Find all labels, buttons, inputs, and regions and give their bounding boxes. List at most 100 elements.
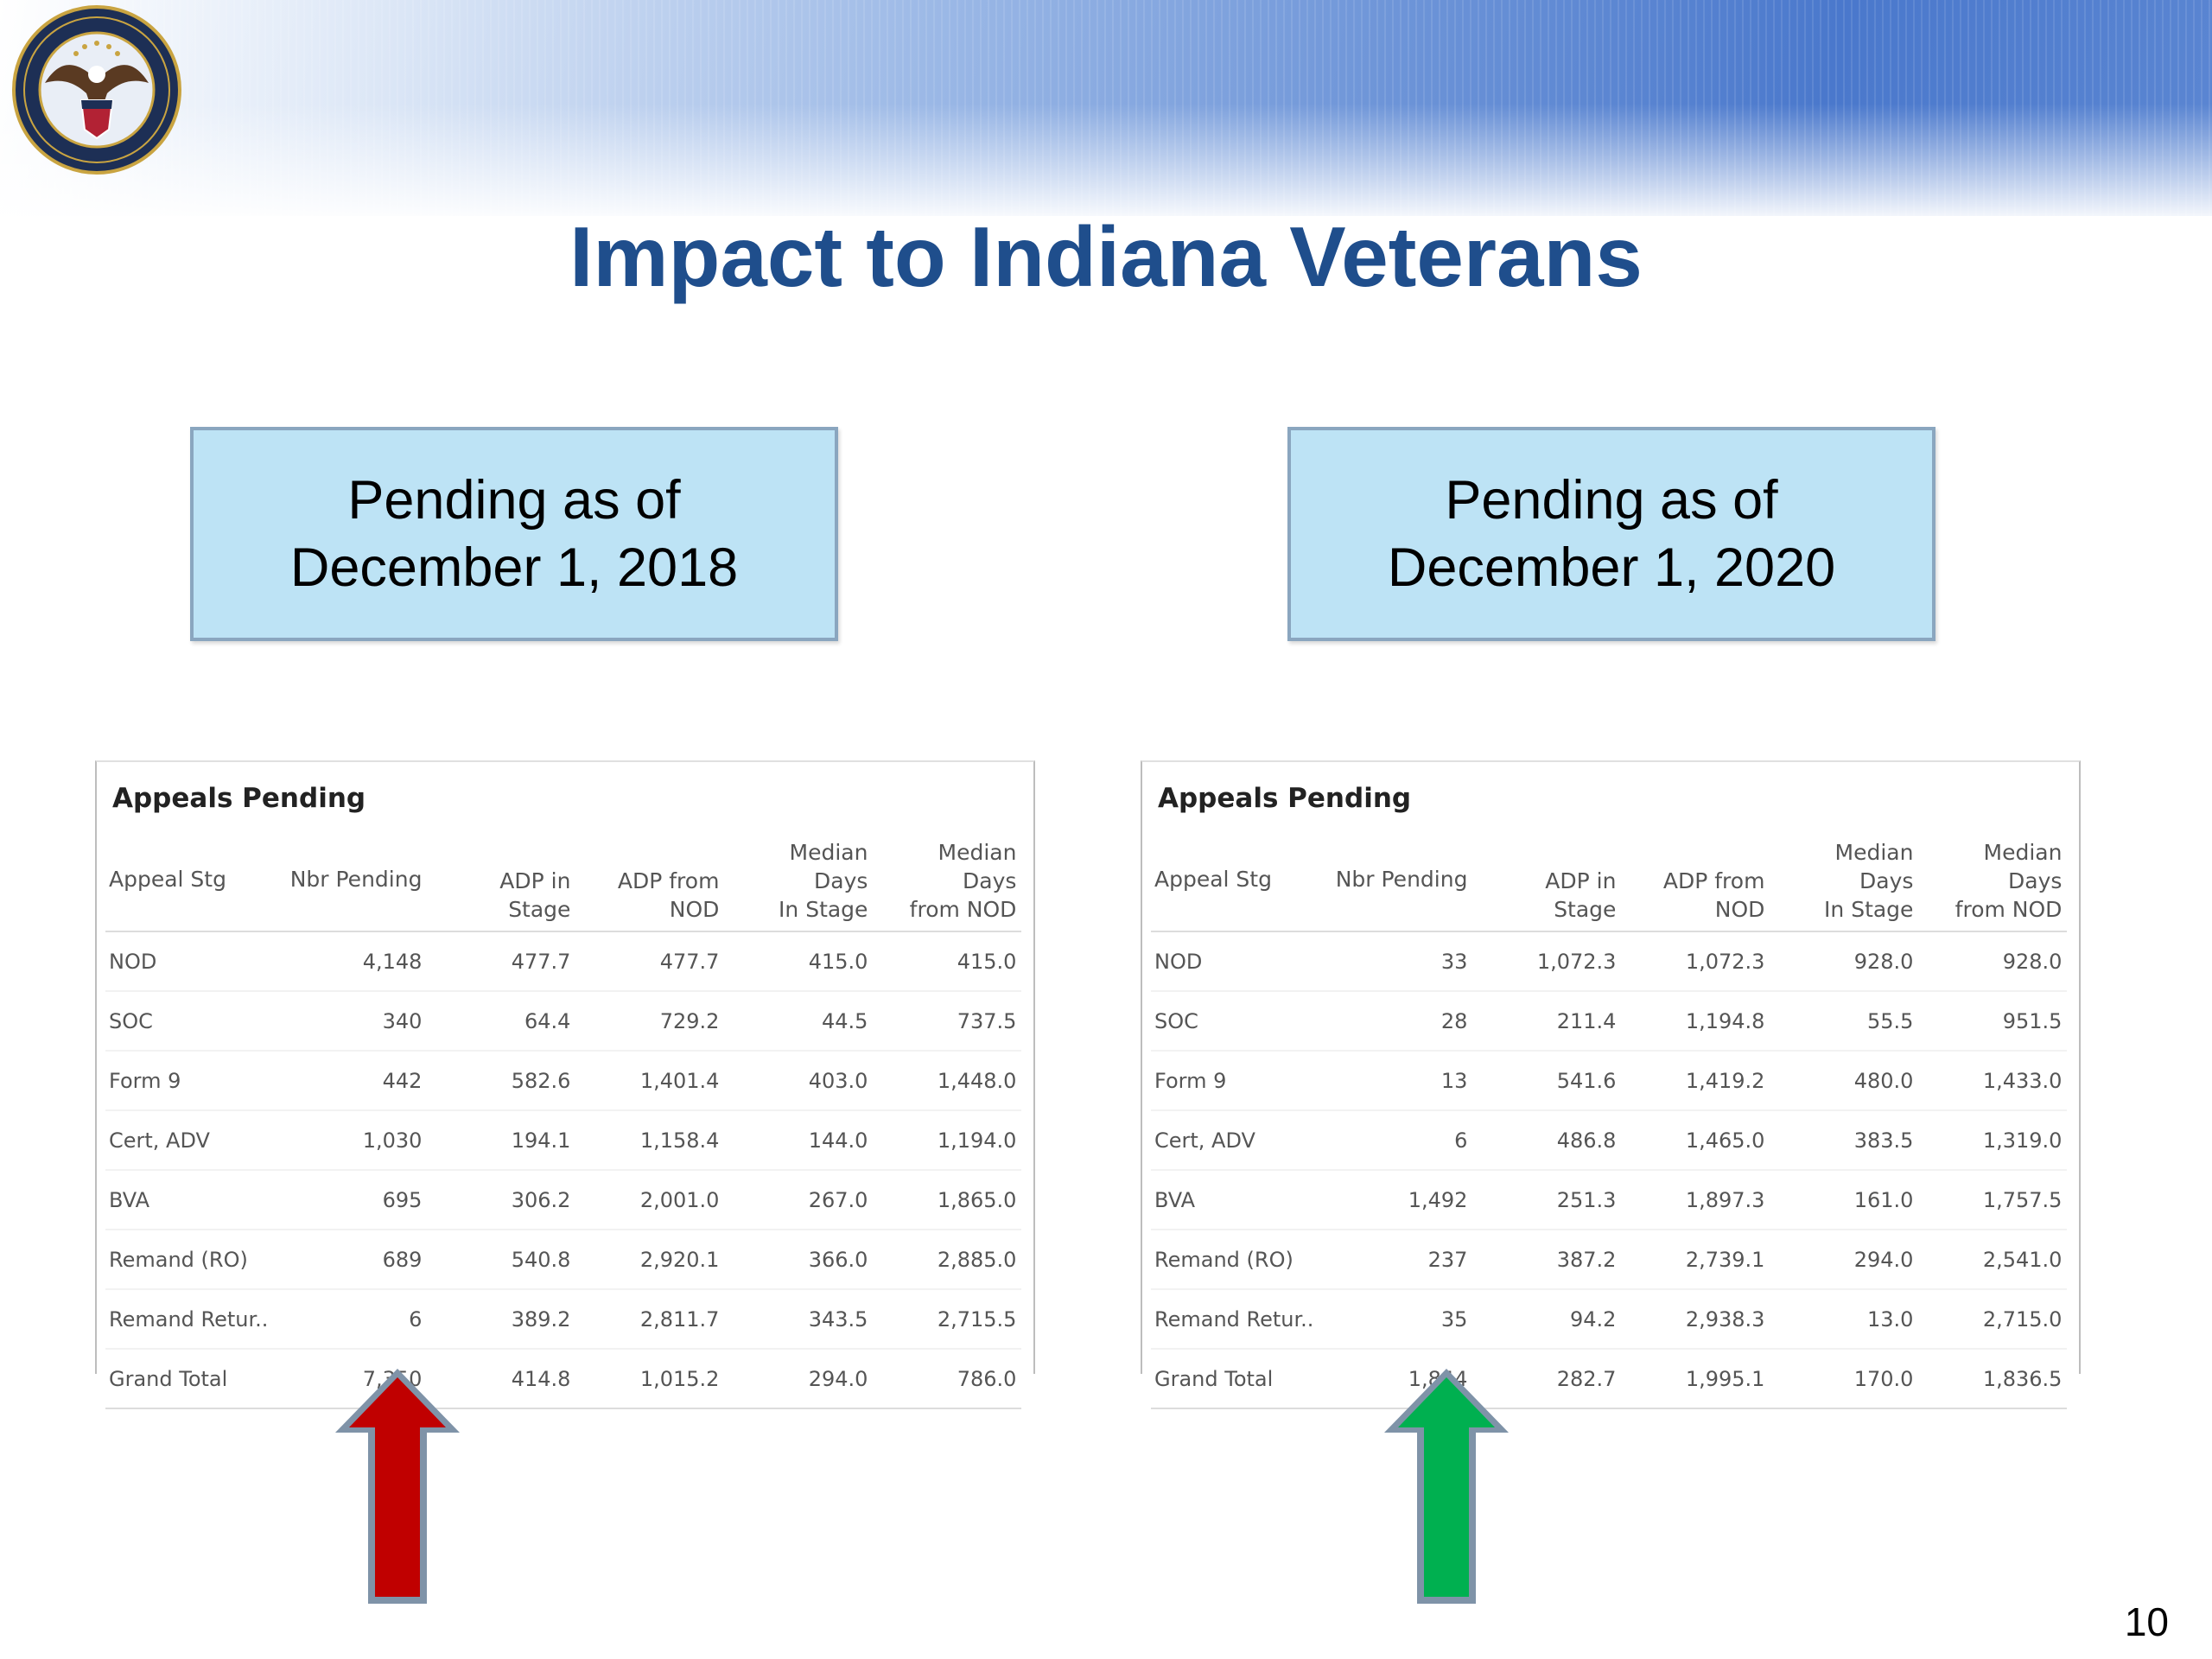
pending-date-box-2018: Pending as of December 1, 2018 <box>190 427 838 641</box>
va-seal-icon <box>12 5 181 175</box>
arrow-fill <box>1398 1377 1495 1597</box>
table-cell: 4,148 <box>273 931 428 992</box>
arrow-fill <box>349 1377 446 1597</box>
table-cell: 1,015.2 <box>575 1348 725 1409</box>
table-row: Cert, ADV 1,030 194.1 1,158.4 144.0 1,194.0 <box>105 1110 1022 1171</box>
table-cell: 928.0 <box>1918 931 2068 992</box>
table-cell: 237 <box>1319 1230 1473 1290</box>
table-cell: 1,194.8 <box>1621 991 1770 1052</box>
table-row: Remand (RO) 689 540.8 2,920.1 366.0 2,885.0 <box>105 1230 1022 1290</box>
table-cell: 2,739.1 <box>1621 1230 1770 1290</box>
table-cell: 2,920.1 <box>575 1230 725 1290</box>
table-cell: 477.7 <box>427 931 576 992</box>
table-cell: 383.5 <box>1770 1110 1919 1171</box>
table-row: Cert, ADV 6 486.8 1,465.0 383.5 1,319.0 <box>1151 1110 2068 1171</box>
table-cell: 477.7 <box>575 931 725 992</box>
column-header: Appeal Stg <box>1151 838 1319 932</box>
table-cell: Remand (RO) <box>1151 1230 1319 1290</box>
table-row: Remand Retur.. 35 94.2 2,938.3 13.0 2,715.0 <box>1151 1289 2068 1350</box>
table-cell: 33 <box>1319 931 1473 992</box>
table-cell: 2,938.3 <box>1621 1289 1770 1350</box>
table-cell: 414.8 <box>427 1348 576 1409</box>
table-body: NOD 33 1,072.3 1,072.3 928.0 928.0 SOC 28 211.4 1… <box>1151 931 2068 1409</box>
table-row: NOD 4,148 477.7 477.7 415.0 415.0 <box>105 931 1022 992</box>
column-header: Median Days from NOD <box>873 838 1022 932</box>
pending-box-line2: December 1, 2018 <box>289 537 739 598</box>
table-cell: Remand (RO) <box>105 1230 274 1290</box>
table-cell: 55.5 <box>1770 991 1919 1052</box>
card-title: Appeals Pending <box>1158 783 1412 814</box>
table-cell: Remand Retur.. <box>105 1289 274 1350</box>
table-cell: 343.5 <box>724 1289 874 1350</box>
table-cell: Cert, ADV <box>1151 1110 1319 1171</box>
table-cell: 387.2 <box>1472 1230 1622 1290</box>
table-cell: 2,001.0 <box>575 1170 725 1230</box>
table-cell: Remand Retur.. <box>1151 1289 1319 1350</box>
table-cell: 1,865.0 <box>873 1170 1022 1230</box>
table-cell: 13 <box>1319 1051 1473 1111</box>
table-cell: 415.0 <box>724 931 874 992</box>
table-cell: 1,072.3 <box>1621 931 1770 992</box>
appeals-table: Appeal Stg Nbr Pending ADP in Stage ADP f… <box>105 838 1022 1409</box>
table-cell: BVA <box>105 1170 274 1230</box>
table-row: BVA 1,492 251.3 1,897.3 161.0 1,757.5 <box>1151 1170 2068 1230</box>
table-cell: 2,715.5 <box>873 1289 1022 1350</box>
table-row: Remand (RO) 237 387.2 2,739.1 294.0 2,541.0 <box>1151 1230 2068 1290</box>
column-header: Nbr Pending <box>273 838 428 932</box>
pending-box-line1: Pending as of <box>347 470 681 531</box>
column-header: ADP from NOD <box>575 838 725 932</box>
table-cell: 35 <box>1319 1289 1473 1350</box>
table-cell: Grand Total <box>105 1348 274 1409</box>
table-cell: NOD <box>105 931 274 992</box>
table-cell: 1,030 <box>273 1110 428 1171</box>
table-cell: 28 <box>1319 991 1473 1052</box>
table-cell: 1,158.4 <box>575 1110 725 1171</box>
table-cell: 267.0 <box>724 1170 874 1230</box>
column-header: ADP in Stage <box>1472 838 1622 932</box>
table-cell: 442 <box>273 1051 428 1111</box>
table-cell: NOD <box>1151 931 1319 992</box>
table-cell: Grand Total <box>1151 1348 1319 1409</box>
table-row: NOD 33 1,072.3 1,072.3 928.0 928.0 <box>1151 931 2068 992</box>
table-cell: Form 9 <box>1151 1051 1319 1111</box>
table-cell: 2,811.7 <box>575 1289 725 1350</box>
pending-box-line2: December 1, 2020 <box>1387 537 1836 598</box>
table-cell: Cert, ADV <box>105 1110 274 1171</box>
table-cell: 389.2 <box>427 1289 576 1350</box>
table-cell: 582.6 <box>427 1051 576 1111</box>
table-cell: 1,465.0 <box>1621 1110 1770 1171</box>
table-row: Remand Retur.. 6 389.2 2,811.7 343.5 2,715.5 <box>105 1289 1022 1350</box>
pending-date-box-2020: Pending as of December 1, 2020 <box>1287 427 1936 641</box>
table-cell: SOC <box>105 991 274 1052</box>
page-title: Impact to Indiana Veterans <box>569 209 1643 304</box>
table-cell: 1,492 <box>1319 1170 1473 1230</box>
column-header: ADP in Stage <box>427 838 576 932</box>
table-cell: 251.3 <box>1472 1170 1622 1230</box>
table-cell: 294.0 <box>724 1348 874 1409</box>
table-row: Form 9 13 541.6 1,419.2 480.0 1,433.0 <box>1151 1051 2068 1111</box>
card-title: Appeals Pending <box>112 783 366 814</box>
appeals-pending-card-2020: Appeals Pending Appeal Stg Nbr Pending A… <box>1141 760 2081 1409</box>
table-cell: 540.8 <box>427 1230 576 1290</box>
table-cell: 737.5 <box>873 991 1022 1052</box>
table-cell: 403.0 <box>724 1051 874 1111</box>
table-cell: 94.2 <box>1472 1289 1622 1350</box>
table-cell: 2,715.0 <box>1918 1289 2068 1350</box>
table-cell: 306.2 <box>427 1170 576 1230</box>
column-header: Median Days from NOD <box>1918 838 2068 932</box>
table-cell: 1,757.5 <box>1918 1170 2068 1230</box>
table-cell: 13.0 <box>1770 1289 1919 1350</box>
table-cell: 928.0 <box>1770 931 1919 992</box>
table-header-row: Appeal Stg Nbr Pending ADP in Stage ADP f… <box>1151 838 2068 932</box>
column-header: Appeal Stg <box>105 838 274 932</box>
table-cell: 144.0 <box>724 1110 874 1171</box>
up-arrow-green-icon <box>1384 1369 1509 1604</box>
table-cell: 340 <box>273 991 428 1052</box>
table-cell: BVA <box>1151 1170 1319 1230</box>
table-cell: 689 <box>273 1230 428 1290</box>
column-header: Median Days In Stage <box>1770 838 1919 932</box>
table-cell: 6 <box>1319 1110 1473 1171</box>
table-cell: 1,897.3 <box>1621 1170 1770 1230</box>
